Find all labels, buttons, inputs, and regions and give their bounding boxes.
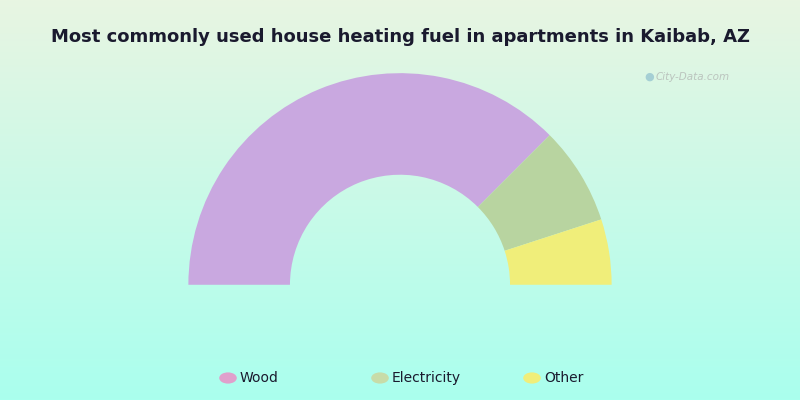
Text: Electricity: Electricity [392, 371, 461, 385]
Text: Wood: Wood [240, 371, 279, 385]
Wedge shape [188, 73, 550, 285]
Wedge shape [505, 219, 612, 285]
Wedge shape [478, 135, 602, 251]
Text: City-Data.com: City-Data.com [656, 72, 730, 82]
Text: ●: ● [644, 71, 654, 81]
Text: Other: Other [544, 371, 583, 385]
Text: Most commonly used house heating fuel in apartments in Kaibab, AZ: Most commonly used house heating fuel in… [50, 28, 750, 46]
